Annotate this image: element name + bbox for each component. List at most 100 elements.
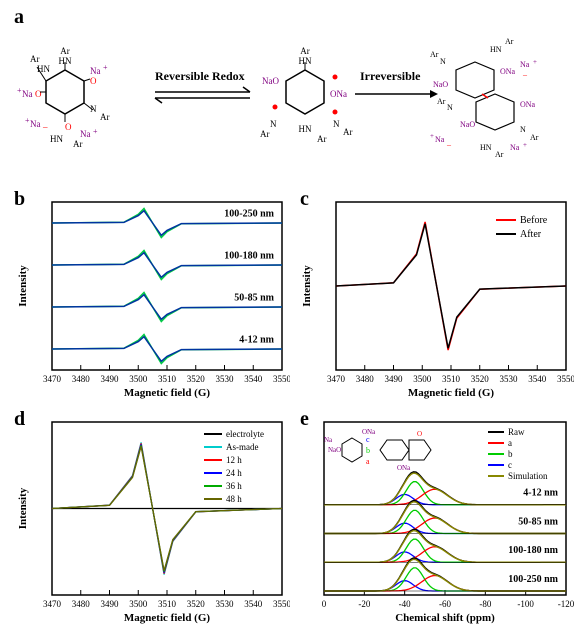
svg-text:NaO: NaO: [262, 76, 279, 86]
svg-text:As-made: As-made: [226, 442, 259, 452]
svg-text:electrolyte: electrolyte: [226, 429, 264, 439]
svg-text:3470: 3470: [43, 374, 62, 384]
svg-text:N: N: [520, 125, 526, 134]
svg-text:12 h: 12 h: [226, 455, 242, 465]
svg-text:4-12 nm: 4-12 nm: [239, 335, 274, 346]
svg-text:100-250 nm: 100-250 nm: [508, 574, 558, 585]
reversible-label: Reversible Redox: [155, 69, 245, 83]
svg-text:HN: HN: [37, 64, 50, 74]
svg-text:48 h: 48 h: [226, 494, 242, 504]
svg-text:NaO: NaO: [328, 446, 341, 454]
svg-text:24 h: 24 h: [226, 468, 242, 478]
svg-text:Raw: Raw: [508, 427, 525, 437]
svg-text:3540: 3540: [244, 374, 263, 384]
svg-text:O: O: [90, 76, 97, 86]
svg-text:ONa: ONa: [362, 428, 376, 436]
svg-text:3540: 3540: [244, 599, 263, 609]
svg-text:Na: Na: [324, 436, 333, 444]
svg-text:Intensity: Intensity: [17, 265, 29, 307]
svg-text:3480: 3480: [356, 374, 375, 384]
svg-text:Ar: Ar: [343, 127, 353, 137]
svg-text:N: N: [333, 119, 340, 129]
svg-text:Na: Na: [90, 66, 101, 76]
svg-text:Ar: Ar: [73, 139, 83, 149]
svg-text:O: O: [35, 89, 42, 99]
svg-text:NaO: NaO: [433, 80, 448, 89]
svg-text:HN: HN: [50, 134, 63, 144]
svg-text:3500: 3500: [129, 599, 148, 609]
svg-text:100-180 nm: 100-180 nm: [224, 251, 274, 262]
svg-text:N: N: [440, 57, 446, 66]
svg-text:-80: -80: [479, 599, 491, 609]
svg-text:Ar: Ar: [300, 46, 310, 56]
svg-text:Before: Before: [520, 215, 548, 226]
panel-e-plot: 0-20-40-60-80-100-120Chemical shift (ppm…: [296, 410, 574, 625]
svg-text:3510: 3510: [158, 374, 177, 384]
svg-text:36 h: 36 h: [226, 481, 242, 491]
svg-text:3520: 3520: [187, 599, 206, 609]
svg-text:3520: 3520: [471, 374, 490, 384]
svg-text:Intensity: Intensity: [17, 487, 29, 529]
svg-text:3540: 3540: [528, 374, 547, 384]
svg-text:3550: 3550: [273, 599, 290, 609]
svg-text:3520: 3520: [187, 374, 206, 384]
svg-text:100-250 nm: 100-250 nm: [224, 209, 274, 220]
svg-text:3500: 3500: [413, 374, 432, 384]
svg-text:Ar: Ar: [260, 129, 270, 139]
svg-text:Ar: Ar: [505, 37, 514, 46]
svg-text:Ar: Ar: [530, 133, 539, 142]
svg-text:Ar: Ar: [317, 134, 327, 144]
svg-text:3530: 3530: [216, 374, 235, 384]
svg-text:ONa: ONa: [397, 464, 411, 472]
svg-text:+: +: [93, 127, 98, 136]
svg-text:+: +: [430, 132, 434, 140]
svg-text:a: a: [366, 457, 370, 466]
svg-text:50-85 nm: 50-85 nm: [234, 293, 274, 304]
svg-text:-100: -100: [517, 599, 534, 609]
svg-text:ONa: ONa: [500, 67, 516, 76]
svg-text:3470: 3470: [43, 599, 62, 609]
svg-text:Ar: Ar: [437, 97, 446, 106]
svg-text:3530: 3530: [500, 374, 519, 384]
svg-text:Na: Na: [510, 143, 520, 152]
svg-text:-20: -20: [358, 599, 370, 609]
svg-text:Chemical shift (ppm): Chemical shift (ppm): [395, 612, 495, 624]
svg-text:3490: 3490: [101, 599, 120, 609]
svg-text:+: +: [25, 116, 30, 125]
svg-text:N: N: [447, 103, 453, 112]
irreversible-label: Irreversible: [360, 69, 421, 83]
svg-text:b: b: [508, 449, 513, 459]
svg-text:Na: Na: [80, 129, 91, 139]
svg-text:c: c: [508, 460, 512, 470]
svg-text:3490: 3490: [385, 374, 404, 384]
panel-d-plot: 347034803490350035103520353035403550Magn…: [10, 410, 290, 625]
svg-text:–: –: [522, 70, 528, 79]
svg-text:O: O: [65, 122, 72, 132]
panel-b-plot: 347034803490350035103520353035403550Magn…: [10, 190, 290, 400]
svg-text:3530: 3530: [216, 599, 235, 609]
svg-text:N: N: [270, 119, 277, 129]
svg-text:3480: 3480: [72, 599, 91, 609]
panel-c-plot: 347034803490350035103520353035403550Magn…: [296, 190, 574, 400]
svg-text:3510: 3510: [158, 599, 177, 609]
svg-text:+: +: [103, 63, 108, 72]
svg-text:HN: HN: [299, 124, 312, 134]
svg-text:O: O: [417, 430, 422, 438]
svg-text:3550: 3550: [273, 374, 290, 384]
svg-text:ONa: ONa: [330, 89, 347, 99]
svg-text:Ar: Ar: [430, 50, 439, 59]
svg-text:-120: -120: [558, 599, 574, 609]
svg-text:3550: 3550: [557, 374, 574, 384]
svg-text:+: +: [523, 141, 527, 149]
svg-text:50-85 nm: 50-85 nm: [518, 516, 558, 527]
svg-text:Ar: Ar: [100, 112, 110, 122]
svg-text:3470: 3470: [327, 374, 346, 384]
svg-text:Na: Na: [435, 135, 445, 144]
svg-text:–: –: [42, 122, 48, 132]
svg-text:Magnetic field (G): Magnetic field (G): [124, 387, 210, 399]
svg-text:HN: HN: [480, 143, 492, 152]
svg-text:NaO: NaO: [460, 120, 475, 129]
svg-text:3500: 3500: [129, 374, 148, 384]
svg-text:+: +: [533, 58, 537, 66]
svg-text:3480: 3480: [72, 374, 91, 384]
